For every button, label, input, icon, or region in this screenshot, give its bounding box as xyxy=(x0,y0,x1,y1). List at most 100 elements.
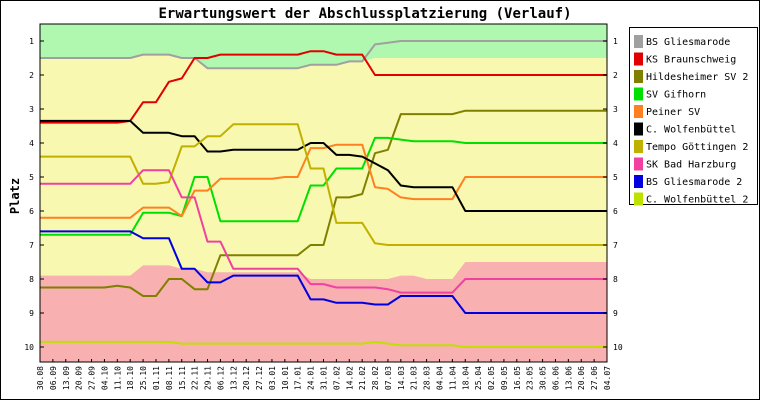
legend-swatch xyxy=(634,140,643,153)
series-line-2 xyxy=(40,109,607,297)
x-tick-label: 13.12 xyxy=(229,366,238,390)
x-tick-label: 20.06 xyxy=(577,366,586,390)
x-tick-label: 14.03 xyxy=(397,366,406,390)
x-tick-label: 29.11 xyxy=(204,366,213,390)
x-tick-label: 01.11 xyxy=(152,366,161,390)
x-tick-label: 11.04 xyxy=(448,366,457,390)
legend-label: Peiner SV xyxy=(646,107,700,118)
x-tick-label: 28.03 xyxy=(423,366,432,390)
x-tick-label: 07.02 xyxy=(332,366,341,390)
x-tick-label: 27.09 xyxy=(88,366,97,390)
y-tick-label-left: 3 xyxy=(29,105,34,114)
legend-label: C. Wolfenbüttel 2 xyxy=(646,195,748,206)
x-tick-label: 31.01 xyxy=(320,366,329,390)
x-tick-label: 03.01 xyxy=(268,366,277,390)
y-tick-label-right: 8 xyxy=(613,275,618,284)
x-tick-label: 18.10 xyxy=(126,366,135,390)
legend-swatch xyxy=(634,70,643,83)
x-tick-label: 21.03 xyxy=(410,366,419,390)
y-tick-label-right: 9 xyxy=(613,309,618,318)
y-tick-label-left: 4 xyxy=(29,139,34,148)
x-tick-label: 16.05 xyxy=(513,366,522,390)
x-tick-label: 04.10 xyxy=(100,366,109,390)
series-line-0 xyxy=(40,40,607,70)
x-tick-label: 30.08 xyxy=(36,366,45,390)
x-tick-label: 11.10 xyxy=(113,366,122,390)
legend: BS Gliesmarode KS Braunschweig Hildesheime… xyxy=(629,27,758,206)
y-tick-label-left: 2 xyxy=(29,71,34,80)
legend-label: BS Gliesmarode 2 xyxy=(646,177,742,188)
zone-lower xyxy=(40,262,607,362)
legend-label: SV Gifhorn xyxy=(646,90,706,101)
y-tick-label-right: 5 xyxy=(613,173,618,182)
x-tick-label: 14.02 xyxy=(345,366,354,390)
x-tick-label: 24.01 xyxy=(307,366,316,390)
series-line-6 xyxy=(40,123,607,246)
y-tick-label-right: 3 xyxy=(613,105,618,114)
x-tick-label: 09.05 xyxy=(500,366,509,390)
x-tick-label: 06.06 xyxy=(552,366,561,390)
x-tick-label: 27.12 xyxy=(255,366,264,390)
x-tick-label: 20.09 xyxy=(75,366,84,390)
y-tick-label-right: 4 xyxy=(613,139,618,148)
y-tick-label-left: 10 xyxy=(24,343,34,352)
y-tick-label-right: 10 xyxy=(613,343,623,352)
legend-swatch xyxy=(634,35,643,48)
y-tick-label-left: 1 xyxy=(29,37,34,46)
legend-swatch xyxy=(634,52,643,66)
series-line-7 xyxy=(40,169,607,294)
x-tick-label: 28.02 xyxy=(371,366,380,390)
legend-label: BS Gliesmarode xyxy=(646,37,730,48)
y-tick-label-right: 7 xyxy=(613,241,618,250)
legend-label: SK Bad Harzburg xyxy=(646,160,736,171)
series-lines xyxy=(40,40,607,348)
y-tick-label-left: 6 xyxy=(29,207,34,216)
legend-label: C. Wolfenbüttel xyxy=(646,125,736,136)
zone-bands xyxy=(40,24,607,362)
y-tick-label-right: 2 xyxy=(613,71,618,80)
y-tick-label-right: 6 xyxy=(613,207,618,216)
series-line-3 xyxy=(40,136,607,236)
legend-label: Hildesheimer SV 2 xyxy=(646,72,748,83)
x-tick-label: 20.12 xyxy=(242,366,251,390)
series-line-1 xyxy=(40,50,607,124)
legend-box xyxy=(629,27,758,205)
legend-swatch xyxy=(634,105,643,118)
x-tick-label: 04.04 xyxy=(436,366,445,390)
legend-label: KS Braunschweig xyxy=(646,55,736,66)
x-tick-label: 02.05 xyxy=(487,366,496,390)
legend-swatch xyxy=(634,175,643,188)
legend-swatch xyxy=(634,157,643,171)
y-tick-label-left: 8 xyxy=(29,275,34,284)
y-tick-label-left: 7 xyxy=(29,241,34,250)
x-tick-label: 06.12 xyxy=(216,366,225,390)
y-tick-label-right: 1 xyxy=(613,37,618,46)
legend-swatch xyxy=(634,192,643,206)
series-line-5 xyxy=(40,119,607,212)
x-tick-label: 18.04 xyxy=(461,366,470,390)
legend-swatch xyxy=(634,87,643,101)
y-axis-label: Platz xyxy=(8,178,22,214)
series-line-8 xyxy=(40,230,607,314)
x-tick-label: 23.05 xyxy=(526,366,535,390)
legend-label: Tempo Göttingen 2 xyxy=(646,142,748,153)
x-tick-label: 10.01 xyxy=(281,366,290,390)
y-tick-label-left: 9 xyxy=(29,309,34,318)
x-tick-label: 17.01 xyxy=(294,366,303,390)
x-tick-label: 06.09 xyxy=(49,366,58,390)
x-tick-label: 21.02 xyxy=(358,366,367,390)
x-tick-label: 27.06 xyxy=(590,366,599,390)
chart-title: Erwartungswert der Abschlussplatzierung … xyxy=(158,6,571,22)
x-tick-label: 08.11 xyxy=(165,366,174,390)
x-tick-label: 30.05 xyxy=(539,366,548,390)
x-tick-label: 13.06 xyxy=(564,366,573,390)
series-line-4 xyxy=(40,143,607,219)
series-line-9 xyxy=(40,340,607,348)
x-tick-label: 25.04 xyxy=(474,366,483,390)
legend-swatch xyxy=(634,122,643,136)
x-tick-label: 15.11 xyxy=(178,366,187,390)
x-tick-label: 25.10 xyxy=(139,366,148,390)
x-tick-label: 04.07 xyxy=(603,366,612,390)
